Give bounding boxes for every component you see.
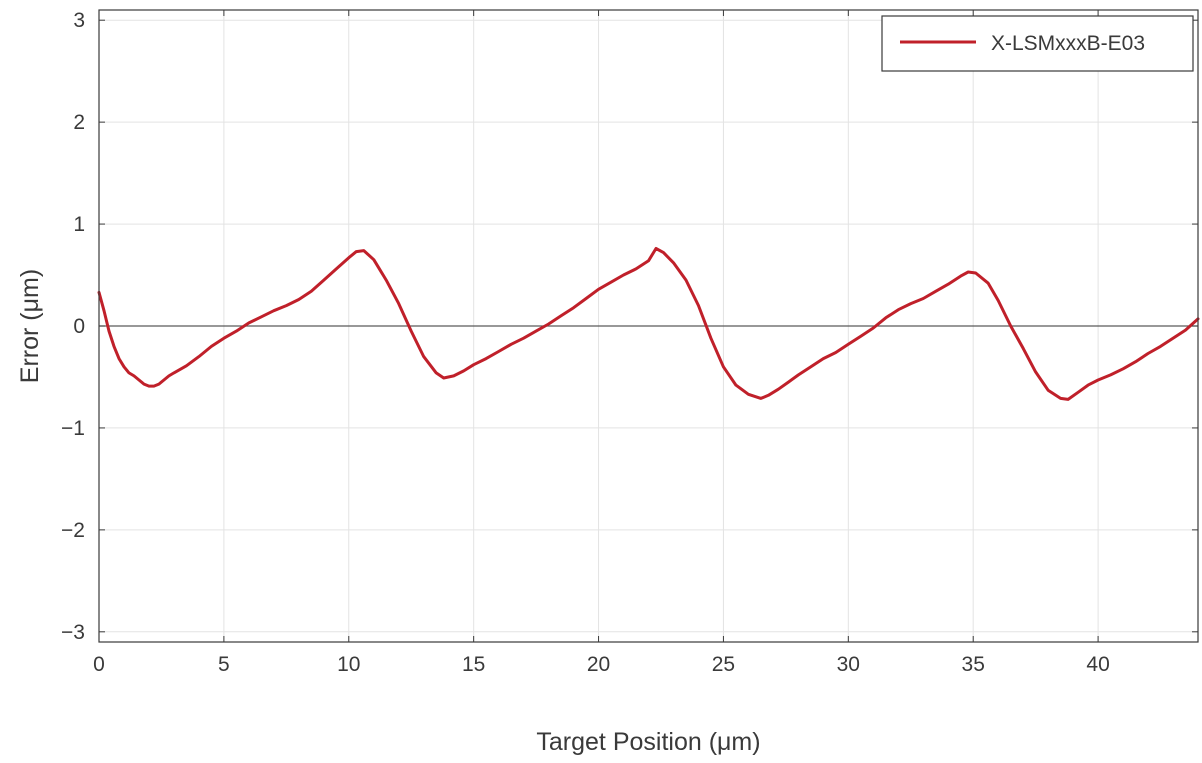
y-tick-label: 1 [73, 213, 85, 236]
x-tick-label: 30 [837, 653, 860, 676]
y-tick-label: −2 [61, 519, 85, 542]
legend: X-LSMxxxB-E03 [881, 15, 1194, 72]
x-axis-label: Target Position (μm) [536, 728, 760, 756]
x-tick-label: 35 [962, 653, 985, 676]
y-tick-label: −3 [61, 621, 85, 644]
axis-ticks: 0 5 10 15 20 25 30 35 40 −3 −2 −1 0 1 2 3 [61, 9, 1198, 676]
x-tick-label: 10 [337, 653, 360, 676]
x-tick-label: 0 [93, 653, 105, 676]
x-tick-label: 5 [218, 653, 230, 676]
y-tick-label: −1 [61, 417, 85, 440]
y-tick-label: 3 [73, 9, 85, 32]
legend-entry-label: X-LSMxxxB-E03 [991, 32, 1145, 55]
x-tick-label: 25 [712, 653, 735, 676]
y-axis-label: Error (μm) [16, 269, 44, 383]
series-layer [97, 247, 1200, 401]
series-line [97, 247, 1200, 401]
x-tick-label: 40 [1086, 653, 1109, 676]
y-tick-label: 2 [73, 111, 85, 134]
y-tick-label: 0 [73, 315, 85, 338]
x-tick-label: 20 [587, 653, 610, 676]
x-tick-label: 15 [462, 653, 485, 676]
